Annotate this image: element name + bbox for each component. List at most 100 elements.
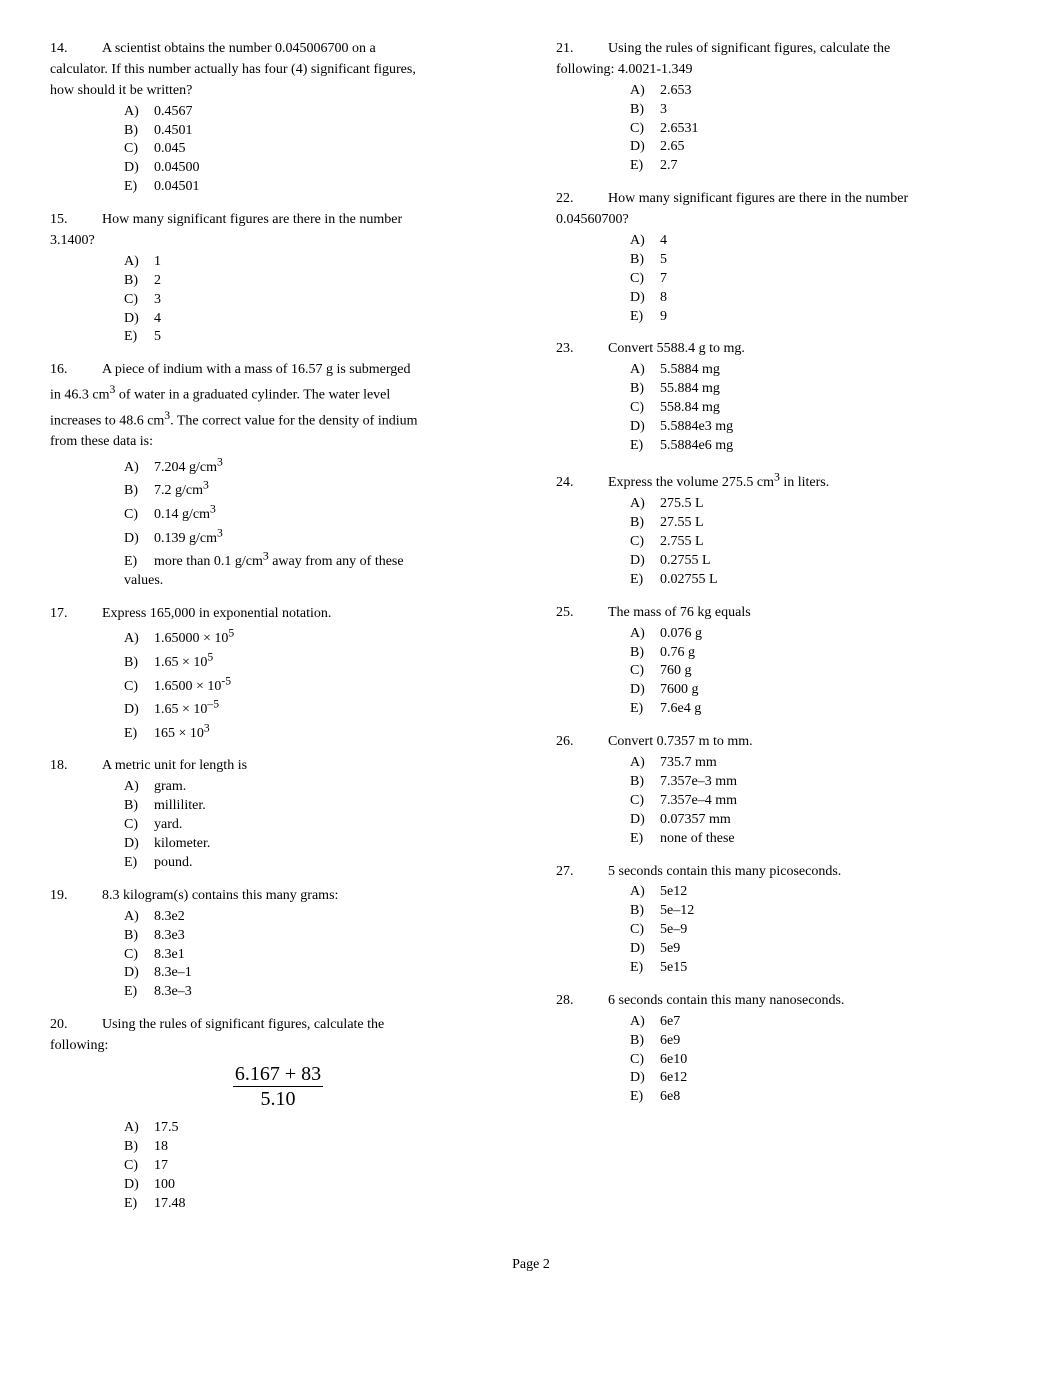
option-letter: B) xyxy=(124,654,154,673)
question-text: Convert 5588.4 g to mg. xyxy=(608,341,745,356)
option-text: 9 xyxy=(660,309,667,324)
option-text: yard. xyxy=(154,817,182,832)
option-letter: A) xyxy=(630,883,660,902)
option: E)2.7 xyxy=(630,157,1012,176)
question-text: Using the rules of significant figures, … xyxy=(102,1017,384,1032)
option-text: 0.04501 xyxy=(154,179,200,194)
option: A)735.7 mm xyxy=(630,754,1012,773)
option-letter: D) xyxy=(630,940,660,959)
option: B)18 xyxy=(124,1138,506,1157)
option-letter: A) xyxy=(630,1013,660,1032)
option-letter: D) xyxy=(630,289,660,308)
question-text: Express 165,000 in exponential notation. xyxy=(102,606,331,621)
option-text: 5e12 xyxy=(660,884,687,899)
option-letter: E) xyxy=(630,157,660,176)
options-list: A)7.204 g/cm3B)7.2 g/cm3C)0.14 g/cm3D)0.… xyxy=(124,454,506,591)
options-list: A)735.7 mmB)7.357e–3 mmC)7.357e–4 mmD)0.… xyxy=(630,754,1012,848)
option-text: 5.5884e6 mg xyxy=(660,438,733,453)
option: A)6e7 xyxy=(630,1013,1012,1032)
question-text: 8.3 kilogram(s) contains this many grams… xyxy=(102,888,338,903)
option: B)2 xyxy=(124,272,506,291)
option-letter: B) xyxy=(124,122,154,141)
question-number: 23. xyxy=(556,340,608,359)
option-continuation: values. xyxy=(124,572,506,591)
question: 27.5 seconds contain this many picosecon… xyxy=(556,863,1012,978)
option: B)7.2 g/cm3 xyxy=(124,478,506,502)
option-text: 5 xyxy=(660,252,667,267)
option-text: 5e–9 xyxy=(660,922,687,937)
question-text: The mass of 76 kg equals xyxy=(608,605,751,620)
option-letter: A) xyxy=(630,754,660,773)
option-text: 8.3e2 xyxy=(154,909,185,924)
question-number: 18. xyxy=(50,757,102,776)
options-list: A)275.5 LB)27.55 LC)2.755 LD)0.2755 LE)0… xyxy=(630,495,1012,589)
right-column: 21.Using the rules of significant figure… xyxy=(556,40,1012,1227)
options-list: A)6e7B)6e9C)6e10D)6e12E)6e8 xyxy=(630,1013,1012,1107)
question: 22.How many significant figures are ther… xyxy=(556,190,1012,326)
question-number: 16. xyxy=(50,361,102,380)
question-number: 17. xyxy=(50,605,102,624)
option: E)8.3e–3 xyxy=(124,983,506,1002)
option-letter: A) xyxy=(124,459,154,478)
option-text: 55.884 mg xyxy=(660,381,720,396)
option: A)gram. xyxy=(124,778,506,797)
option-letter: A) xyxy=(630,495,660,514)
question: 28.6 seconds contain this many nanosecon… xyxy=(556,992,1012,1107)
option-text: 6e10 xyxy=(660,1052,687,1067)
option: A)0.4567 xyxy=(124,103,506,122)
option-text: 3 xyxy=(660,102,667,117)
option-text: 5 xyxy=(154,329,161,344)
question: 25.The mass of 76 kg equals A)0.076 gB)0.… xyxy=(556,604,1012,719)
option-text: 0.14 g/cm3 xyxy=(154,507,216,522)
option: C)1.6500 × 10-5 xyxy=(124,673,506,697)
question-text: How many significant figures are there i… xyxy=(608,191,908,206)
question-stem-line: following: 4.0021-1.349 xyxy=(556,61,1012,80)
option: A)5.5884 mg xyxy=(630,361,1012,380)
options-list: A)0.4567B)0.4501C)0.045D)0.04500E)0.0450… xyxy=(124,103,506,197)
option-text: 0.076 g xyxy=(660,626,702,641)
option-text: 7 xyxy=(660,271,667,286)
option: E)17.48 xyxy=(124,1195,506,1214)
two-column-layout: 14.A scientist obtains the number 0.0450… xyxy=(50,40,1012,1227)
option: B)55.884 mg xyxy=(630,380,1012,399)
option: C)6e10 xyxy=(630,1051,1012,1070)
option-letter: B) xyxy=(124,272,154,291)
question-stem-line: 21.Using the rules of significant figure… xyxy=(556,40,1012,59)
question-stem-line: 0.04560700? xyxy=(556,211,1012,230)
option: D)2.65 xyxy=(630,138,1012,157)
option-text: 7600 g xyxy=(660,682,699,697)
option-text: 4 xyxy=(660,233,667,248)
option-letter: B) xyxy=(630,1032,660,1051)
options-list: A)0.076 gB)0.76 gC)760 gD)7600 gE)7.6e4 … xyxy=(630,625,1012,719)
option-letter: E) xyxy=(124,854,154,873)
option: A)275.5 L xyxy=(630,495,1012,514)
option-text: 27.55 L xyxy=(660,515,704,530)
option: B)0.76 g xyxy=(630,644,1012,663)
option-text: more than 0.1 g/cm3 away from any of the… xyxy=(154,554,404,569)
options-list: A)1B)2C)3D)4E)5 xyxy=(124,253,506,347)
option-text: 1.65000 × 105 xyxy=(154,631,234,646)
option-text: milliliter. xyxy=(154,798,206,813)
option-text: 1.65 × 105 xyxy=(154,655,213,670)
option-letter: A) xyxy=(124,1119,154,1138)
option: A)0.076 g xyxy=(630,625,1012,644)
option-text: 100 xyxy=(154,1177,175,1192)
question-number: 20. xyxy=(50,1016,102,1035)
option-letter: B) xyxy=(630,514,660,533)
option: A)5e12 xyxy=(630,883,1012,902)
option-letter: D) xyxy=(630,418,660,437)
question-stem-line: 25.The mass of 76 kg equals xyxy=(556,604,1012,623)
option: B)0.4501 xyxy=(124,122,506,141)
formula: 6.167 + 835.10 xyxy=(50,1062,506,1111)
option-text: 0.07357 mm xyxy=(660,812,731,827)
question-stem-line: increases to 48.6 cm3. The correct value… xyxy=(50,408,506,432)
option-letter: E) xyxy=(124,1195,154,1214)
question-stem-line: following: xyxy=(50,1037,506,1056)
option: D)8.3e–1 xyxy=(124,964,506,983)
option: E)more than 0.1 g/cm3 away from any of t… xyxy=(124,548,506,572)
option-text: kilometer. xyxy=(154,836,210,851)
option-text: 5.5884e3 mg xyxy=(660,419,733,434)
option: A)4 xyxy=(630,232,1012,251)
option-letter: E) xyxy=(630,571,660,590)
option-letter: A) xyxy=(630,82,660,101)
